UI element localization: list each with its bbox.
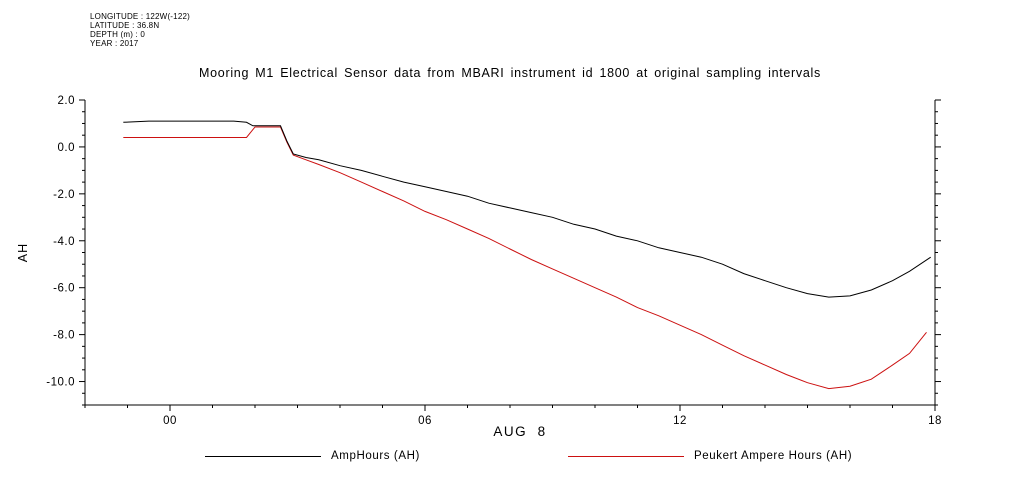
- amphours-line-swatch: [205, 455, 321, 457]
- y-tick-label: -8.0: [53, 330, 75, 342]
- chart-title: Mooring M1 Electrical Sensor data from M…: [199, 66, 821, 80]
- y-axis-label: AH: [16, 243, 30, 262]
- y-tick-label: -2.0: [53, 189, 75, 201]
- series-line-amphours-ah-: [123, 120, 931, 298]
- metadata-latitude: LATITUDE : 36.8N: [90, 21, 160, 30]
- legend-item-peukert: Peukert Ampere Hours (AH): [568, 448, 852, 464]
- legend-item-amphours: AmpHours (AH): [205, 448, 420, 464]
- y-tick-label: -4.0: [53, 236, 75, 248]
- x-tick-label: 18: [928, 415, 942, 427]
- station-metadata: LONGITUDE : 122W(-122) LATITUDE : 36.8N …: [90, 12, 190, 48]
- y-tick-label: -6.0: [53, 283, 75, 295]
- x-tick-label: 12: [673, 415, 687, 427]
- legend-label-peukert: Peukert Ampere Hours (AH): [694, 450, 853, 462]
- series-line-peukert-ampere-hours-ah-: [123, 126, 927, 390]
- y-tick-label: -10.0: [46, 377, 75, 389]
- x-tick-label: 06: [418, 415, 432, 427]
- metadata-depth: DEPTH (m) : 0: [90, 30, 146, 39]
- y-tick-label: 2.0: [58, 95, 76, 107]
- x-axis-label: AUG 8: [493, 424, 547, 439]
- metadata-year: YEAR : 2017: [90, 39, 139, 48]
- chart-legend: AmpHours (AH) Peukert Ampere Hours (AH): [0, 448, 1009, 464]
- legend-label-amphours: AmpHours (AH): [331, 450, 420, 462]
- peukert-line-swatch: [568, 455, 684, 457]
- x-tick-label: 00: [163, 415, 177, 427]
- y-tick-label: 0.0: [58, 142, 76, 154]
- metadata-longitude: LONGITUDE : 122W(-122): [90, 12, 190, 21]
